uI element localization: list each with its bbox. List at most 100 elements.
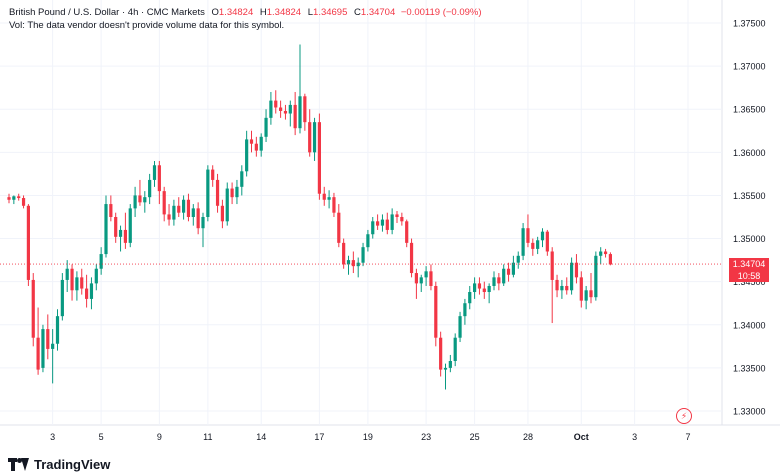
candle-body (123, 229, 127, 243)
candle-body (133, 195, 137, 209)
candle (468, 285, 472, 310)
x-tick-label: 11 (203, 432, 212, 442)
candle-body (70, 268, 74, 291)
candle (545, 229, 549, 256)
open-value: 1.34824 (218, 7, 254, 18)
candle-body (288, 104, 292, 114)
candle-body (46, 329, 50, 349)
candle-body (540, 231, 545, 241)
candle-body (36, 337, 40, 370)
high-label: H (259, 7, 267, 18)
candle (211, 165, 215, 187)
candle-body (220, 205, 224, 222)
candle (114, 212, 118, 243)
candle (506, 262, 511, 282)
candle (220, 199, 224, 229)
candle-body (303, 96, 307, 123)
candle-body (594, 255, 598, 298)
candle (293, 91, 297, 136)
candle-body (453, 337, 457, 361)
candle (177, 197, 181, 217)
candle (603, 248, 608, 258)
tradingview-logo-icon (8, 458, 30, 471)
candle-body (201, 217, 205, 229)
lightning-icon[interactable]: ⚡ (676, 408, 692, 424)
candle (51, 329, 55, 384)
x-tick-label: 23 (421, 432, 431, 442)
candle-body (565, 285, 569, 291)
candle-body (366, 234, 370, 248)
candle (405, 219, 409, 248)
candle (70, 264, 74, 301)
candle (89, 277, 94, 310)
candle-body (157, 165, 161, 192)
candle-body (206, 169, 210, 217)
candle-body (414, 273, 418, 284)
candle (162, 186, 166, 222)
candle-body (312, 122, 317, 153)
candle (99, 247, 103, 275)
candle (230, 182, 234, 205)
candle (453, 333, 457, 367)
candle-body (225, 188, 229, 222)
candle (75, 271, 79, 301)
candle-body (279, 107, 283, 111)
x-tick-label: 19 (363, 432, 373, 442)
candle (385, 212, 389, 235)
candle (26, 204, 30, 286)
candle (342, 238, 346, 269)
candle (259, 133, 263, 157)
symbol-legend: British Pound / U.S. Dollar · 4h · CMC M… (9, 6, 482, 20)
candle-body (191, 208, 195, 217)
candle-body (448, 360, 452, 368)
candle-body (536, 240, 540, 249)
candle (424, 266, 428, 286)
x-axis: 3 5 9 11 14 17 19 23 25 28 Oct 3 7 (50, 432, 690, 442)
candle (138, 179, 142, 206)
candle (118, 225, 123, 252)
candle-body (167, 214, 171, 220)
candle (308, 109, 312, 157)
candle (550, 247, 554, 324)
candle (327, 190, 331, 209)
candle (589, 273, 593, 304)
candle-body (215, 179, 220, 206)
candle-body (434, 285, 438, 338)
candle-body (293, 104, 297, 129)
volume-note: Vol: The data vendor doesn't provide vol… (9, 20, 285, 31)
candle-body (283, 110, 288, 114)
candle (565, 277, 569, 295)
candle-body (308, 122, 312, 153)
candle-body (429, 271, 433, 286)
candle-body (148, 179, 152, 198)
candle-body (502, 268, 506, 284)
candle-body (346, 260, 351, 265)
tradingview-logo[interactable]: TradingView (8, 457, 110, 472)
candle-body (172, 205, 176, 220)
candle (521, 223, 525, 261)
symbol-title: British Pound / U.S. Dollar · 4h · CMC M… (9, 7, 205, 18)
candle (104, 195, 108, 258)
candle (574, 254, 579, 284)
y-tick-label: 1.37000 (733, 62, 766, 72)
candle-body (235, 186, 239, 198)
candle (264, 109, 268, 142)
candle-body (177, 205, 181, 213)
candle (65, 260, 69, 293)
candle (201, 212, 205, 248)
candle (487, 283, 491, 304)
candle (274, 90, 278, 114)
y-tick-label: 1.36500 (733, 105, 766, 115)
candle-body (26, 205, 30, 280)
candle-body (332, 197, 336, 213)
candle-body (603, 251, 608, 255)
candle-body (298, 96, 302, 129)
last-price-tag: 1.34704 10:58 (729, 258, 769, 282)
last-price-value: 1.34704 (732, 259, 766, 269)
candle (80, 268, 84, 295)
candle (322, 186, 326, 206)
candle (46, 314, 50, 360)
y-tick-label: 1.35500 (733, 191, 766, 201)
candle-body (7, 197, 11, 200)
